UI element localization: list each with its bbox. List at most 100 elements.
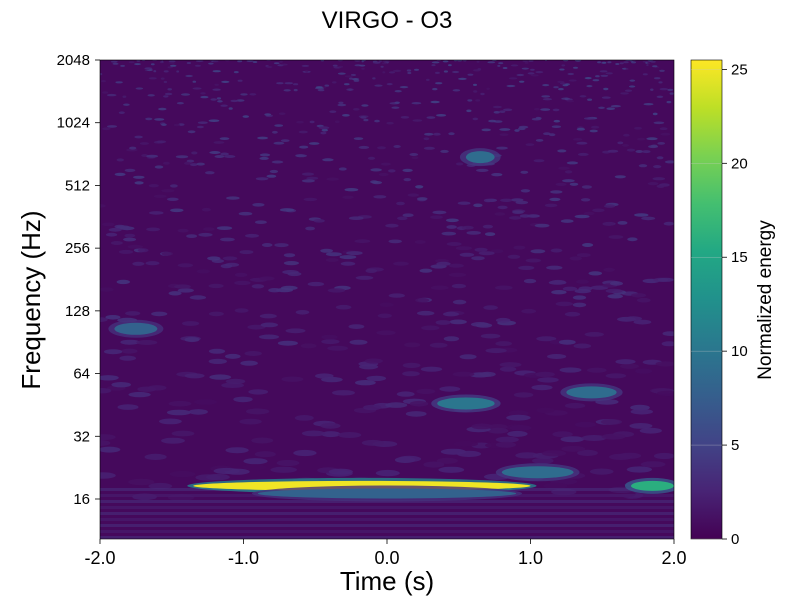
noise-speckle [220,152,230,156]
noise-speckle [635,150,644,153]
noise-speckle [182,321,200,326]
noise-speckle [420,366,443,372]
y-tick-label: 1024 [57,115,90,132]
noise-speckle [100,472,116,479]
noise-speckle [163,70,169,73]
noise-speckle [163,95,169,98]
noise-speckle [184,373,205,379]
noise-speckle [522,60,529,63]
noise-speckle [346,251,363,256]
noise-speckle [104,349,123,355]
noise-speckle [159,61,164,64]
noise-speckle [244,351,262,356]
noise-speckle [159,418,182,425]
noise-speckle [278,112,286,115]
colorbar-tick-label: 0 [731,531,739,548]
noise-speckle [457,201,471,205]
noise-speckle [361,439,384,446]
noise-speckle [436,261,451,266]
noise-speckle [518,125,529,129]
noise-speckle [391,106,400,109]
noise-speckle [617,221,628,225]
y-tick-label: 2048 [57,52,90,69]
noise-speckle [245,408,270,415]
noise-speckle [414,68,419,71]
noise-speckle [196,162,205,166]
noise-speckle [550,190,563,194]
y-tick-label: 64 [73,366,90,383]
noise-speckle [386,83,393,86]
noise-speckle [449,319,467,325]
noise-speckle [481,128,492,132]
noise-speckle [163,161,170,165]
noise-speckle [577,449,598,456]
noise-speckle [531,384,553,391]
noise-speckle [397,216,408,221]
noise-speckle [619,62,624,65]
noise-speckle [573,138,583,141]
noise-speckle [388,239,402,244]
noise-speckle [436,457,458,464]
noise-speckle [380,162,391,166]
noise-speckle [372,61,381,64]
colorbar-label: Normalized energy [755,220,776,380]
noise-speckle [553,86,559,89]
noise-speckle [466,231,482,235]
noise-speckle [214,83,219,86]
noise-speckle [154,118,165,121]
noise-speckle [234,272,248,277]
noise-speckle [653,77,661,80]
noise-speckle [161,123,167,126]
noise-speckle [572,302,587,308]
noise-speckle [491,173,501,177]
noise-speckle [648,145,659,149]
noise-speckle [524,61,529,64]
noise-speckle [516,73,525,77]
noise-speckle [602,222,615,226]
noise-speckle [149,211,164,215]
signal-feature [114,322,158,335]
noise-speckle [300,343,317,349]
noise-speckle [196,125,204,129]
signal-feature [501,466,574,479]
noise-speckle [562,84,569,87]
noise-speckle [515,200,529,205]
noise-speckle [509,216,522,220]
noise-speckle [617,141,624,145]
noise-speckle [656,184,665,188]
noise-speckle [626,148,636,152]
low-frequency-stripe [100,512,674,515]
noise-speckle [624,316,643,321]
noise-speckle [417,197,428,201]
noise-speckle [482,224,493,229]
noise-speckle [224,155,236,158]
noise-speckle [148,482,173,490]
noise-speckle [497,64,501,67]
noise-speckle [419,268,433,273]
noise-speckle [467,73,474,76]
noise-speckle [547,354,567,359]
noise-speckle [105,232,118,237]
noise-speckle [251,284,265,289]
noise-speckle [607,149,619,153]
noise-speckle [228,107,233,110]
noise-speckle [139,142,149,145]
noise-speckle [169,64,177,67]
noise-speckle [448,263,464,268]
noise-speckle [385,223,399,228]
noise-speckle [416,388,436,395]
noise-speckle [296,120,304,124]
noise-speckle [388,71,396,74]
noise-speckle [562,179,575,183]
x-tick-label: -1.0 [228,548,259,568]
noise-speckle [287,271,302,277]
noise-speckle [374,84,383,87]
noise-speckle [342,114,350,117]
noise-speckle [520,170,529,174]
noise-speckle [543,482,568,490]
noise-speckle [120,64,125,67]
noise-speckle [205,171,215,175]
noise-speckle [376,330,396,336]
noise-speckle [495,285,513,290]
